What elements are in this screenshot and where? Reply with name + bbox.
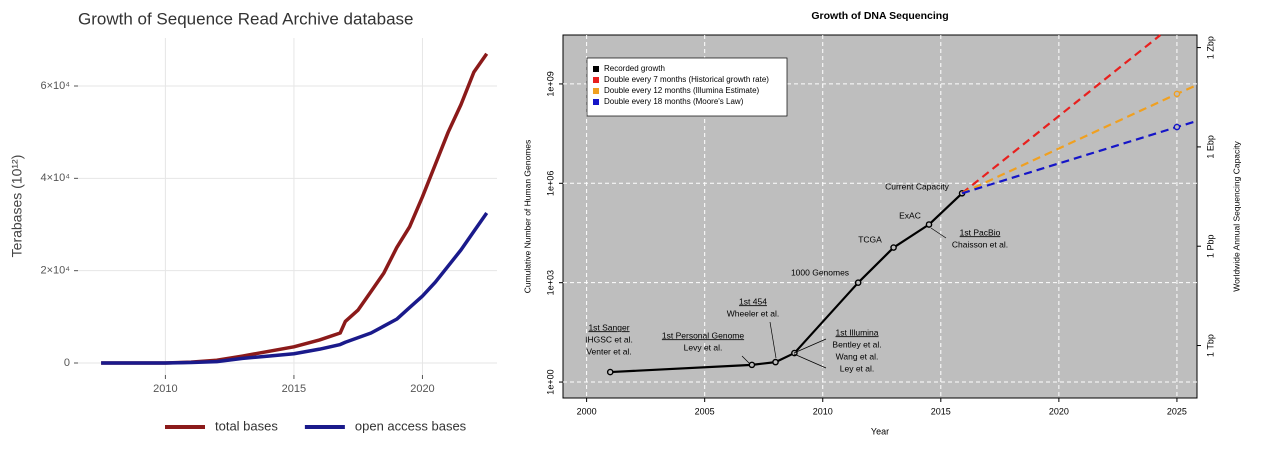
series-line bbox=[101, 211, 489, 365]
point bbox=[854, 279, 862, 286]
y-tick-label: 6×10⁴ bbox=[40, 80, 70, 92]
plot-panel bbox=[78, 38, 497, 375]
annotation: Current Capacity bbox=[885, 181, 950, 191]
legend-box bbox=[586, 57, 788, 117]
legend-swatch bbox=[593, 66, 599, 72]
annotation: 1000 Genomes bbox=[791, 267, 849, 277]
x-tick-label: 2025 bbox=[1167, 406, 1187, 416]
pointer-line bbox=[769, 321, 777, 359]
y2-tick-label: 1 Ebp bbox=[1205, 135, 1215, 159]
annotation: Wang et al. bbox=[836, 351, 879, 361]
y-axis-label: Terabases (10¹²) bbox=[9, 155, 25, 258]
pointer-line bbox=[793, 338, 827, 354]
y2-tick-label: 1 Tbp bbox=[1205, 334, 1215, 357]
chart-title: Growth of DNA Sequencing bbox=[811, 10, 948, 22]
x-tick-label: 2000 bbox=[577, 406, 597, 416]
legend-label: Recorded growth bbox=[604, 64, 665, 73]
y-tick-label: 1e+03 bbox=[545, 270, 555, 295]
x-tick-label: 2015 bbox=[931, 406, 951, 416]
annotation: 1st Sanger bbox=[588, 322, 629, 332]
annotation: Venter et al. bbox=[586, 346, 631, 356]
legend-label: Double every 12 months (Illumina Estimat… bbox=[604, 86, 760, 95]
legend-label: total bases bbox=[215, 418, 278, 433]
legend-swatch bbox=[593, 88, 599, 94]
y-tick-label: 2×10⁴ bbox=[40, 265, 70, 277]
pointer-line bbox=[930, 227, 947, 239]
annotation: Wheeler et al. bbox=[727, 308, 779, 318]
annotation: Levy et al. bbox=[684, 342, 723, 352]
x-tick-label: 2015 bbox=[282, 383, 306, 395]
chart-title: Growth of Sequence Read Archive database bbox=[78, 9, 414, 28]
annotation: ExAC bbox=[899, 210, 921, 220]
annotation: TCGA bbox=[858, 234, 882, 244]
point bbox=[925, 221, 933, 228]
legend-label: open access bases bbox=[355, 418, 467, 433]
x-tick-label: 2010 bbox=[813, 406, 833, 416]
point bbox=[606, 368, 614, 376]
y-tick-label: 0 bbox=[64, 357, 70, 369]
x-tick-label: 2010 bbox=[153, 383, 177, 395]
annotation: 1st 454 bbox=[739, 296, 767, 306]
y2-axis-label: Worldwide Annual Sequencing Capacity bbox=[1231, 140, 1241, 291]
point bbox=[890, 244, 897, 251]
y2-tick-label: 1 Zbp bbox=[1205, 36, 1215, 59]
y-tick-label: 1e+09 bbox=[545, 71, 555, 96]
annotation: 1st Personal Genome bbox=[662, 330, 744, 340]
series-line bbox=[610, 192, 963, 374]
annotation: 1st Illumina bbox=[836, 327, 879, 337]
legend-swatch bbox=[593, 99, 599, 105]
y-tick-label: 1e+06 bbox=[545, 171, 555, 196]
y-tick-label: 1e+00 bbox=[545, 369, 555, 394]
legend-swatch bbox=[593, 77, 599, 83]
annotation: IHGSC et al. bbox=[585, 334, 633, 344]
pointer-line bbox=[741, 355, 751, 365]
point bbox=[748, 361, 756, 369]
annotation: Bentley et al. bbox=[832, 339, 881, 349]
legend-label: Double every 7 months (Historical growth… bbox=[604, 75, 769, 84]
x-tick-label: 2020 bbox=[1049, 406, 1069, 416]
point bbox=[1173, 90, 1181, 98]
y-axis-label: Cumulative Number of Human Genomes bbox=[522, 140, 532, 294]
x-axis-label: Year bbox=[871, 426, 889, 436]
annotation: Chaisson et al. bbox=[952, 239, 1008, 249]
legend-label: Double every 18 months (Moore's Law) bbox=[604, 97, 744, 106]
annotation: Ley et al. bbox=[840, 363, 875, 373]
y-tick-label: 4×10⁴ bbox=[40, 172, 70, 184]
x-tick-label: 2005 bbox=[695, 406, 715, 416]
point bbox=[772, 358, 779, 366]
x-tick-label: 2020 bbox=[410, 383, 434, 395]
point bbox=[1173, 123, 1181, 131]
pointer-line bbox=[793, 353, 827, 369]
y2-tick-label: 1 Pbp bbox=[1205, 234, 1215, 258]
series-line bbox=[961, 34, 1162, 195]
annotation: 1st PacBio bbox=[960, 227, 1001, 237]
